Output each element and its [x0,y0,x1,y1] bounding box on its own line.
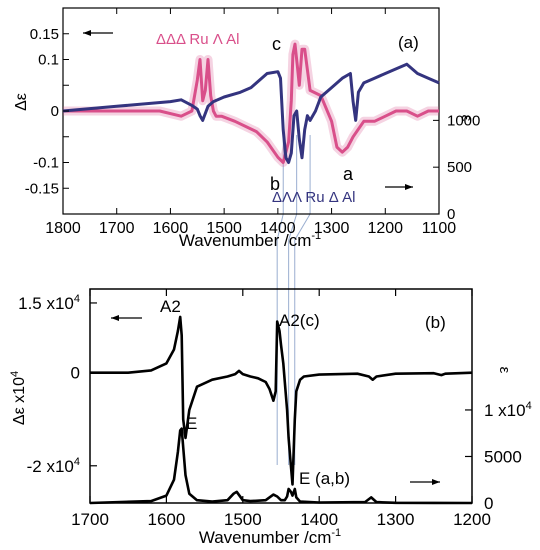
panel-a-x-label: Wavenumber /cm-1 [179,230,321,250]
panel-b-y-label-right: ε [496,367,513,374]
panel-a-x-ticks: 1800 1700 1600 1500 1400 1300 1200 1100 [45,8,456,237]
panel-b-x-ticks: 1700 1600 1500 1400 1300 1200 [71,289,491,529]
panel-a-x-tick-label: 1400 [260,220,296,237]
panel-a-x-tick-label: 1200 [367,220,403,237]
panel-a-x-tick-label: 1700 [99,220,135,237]
left-axis-arrow-b [111,315,142,321]
absorbance-series-line [89,427,473,505]
annotation-Eab: E (a,b) [299,469,350,488]
pink-series-line [63,42,439,164]
panel-b-x-tick-label: 1600 [147,510,185,529]
panel-b-y-tick-label-right: 5000 [484,447,522,466]
panel-b-x-tick-label: 1500 [224,510,262,529]
panel-a-y-tick-label-left: 0.1 [38,52,59,69]
blue-series-line [62,62,440,164]
guide-line-connector [276,213,284,241]
panel-b-x-label: Wavenumber /cm-1 [199,527,341,547]
panel-b-x-label-text: Wavenumber /cm [199,528,332,547]
panel-b-x-label-sup: -1 [331,527,341,539]
annotation-a: a [343,164,354,184]
panel-a-y-tick-label-right: 0 [447,206,455,223]
panel-b-x-tick-label: 1700 [71,510,109,529]
blue-series-label: ΔΛΛ Ru Δ Al [272,189,355,206]
panel-a-y-ticks-left: 0.15 0.1 0 -0.1 -0.15 [25,26,69,197]
panel-a: 1800 1700 1600 1500 1400 1300 1200 1100 0.150.1… [13,7,480,250]
panel-b-x-tick-label: 1300 [377,510,415,529]
pink-series-label: ΔΔΔ Ru Λ Al [156,31,239,48]
panel-b-frame [89,288,473,504]
annotation-A2c: A2(c) [279,311,320,330]
annotation-c: c [272,34,281,54]
panel-b-x-tick-label: 1400 [300,510,338,529]
panel-a-y-tick-label-right: 1000 [447,112,480,129]
panel-a-y-ticks-right: 1000 500 0 [433,112,480,223]
panel-b: 1700 1600 1500 1400 1300 1200 1.5 x104 0 -2 x10… [9,288,532,547]
panel-a-y-label-left: Δε [13,93,30,111]
panel-a-y-tick-label-left: 0 [51,103,59,120]
cd-series-line [90,315,473,486]
panel-b-x-tick-label: 1200 [453,510,491,529]
correlation-guide-lines [276,135,311,465]
pink-series-halo [63,39,439,167]
panel-b-y-tick-label-left: -2 x104 [27,456,80,476]
panel-b-y-tick-label-left: 0 [71,364,80,383]
panel-b-y-tick-label-right: 0 [484,494,493,513]
panel-a-y-label-right: ε [458,115,475,122]
annotation-E: E [186,414,197,433]
panel-b-y-label-left-text: Δε x10 [11,377,28,425]
panel-a-x-tick-label: 1300 [314,220,350,237]
panel-b-y-label-left: Δε x104 [9,371,28,425]
panel-a-y-tick-label-left: -0.1 [33,155,59,172]
panel-a-y-tick-label-left: 0.15 [30,26,59,43]
panel-a-y-tick-label-right: 500 [447,159,472,176]
panel-b-y-label-left-sup: 4 [9,371,21,377]
panel-a-label: (a) [398,33,419,52]
panel-a-x-tick-label: 1800 [45,220,81,237]
panel-a-x-label-sup: -1 [311,230,321,242]
panel-b-y-ticks-right: 1 x104 5000 0 [465,400,532,513]
guide-line-connector [294,213,311,241]
annotation-b: b [270,174,280,194]
panel-b-y-tick-label-right: 1 x104 [484,400,532,420]
right-axis-arrow-b [410,479,440,485]
panel-a-x-tick-label: 1500 [206,220,242,237]
guide-line-connector [288,213,298,241]
panel-a-x-tick-label: 1100 [422,220,457,237]
panel-a-y-tick-label-left: -0.15 [25,180,59,197]
annotation-A2: A2 [160,297,181,316]
panel-a-x-label-text: Wavenumber /cm [179,231,312,250]
left-axis-arrow-a [83,30,113,36]
panel-b-series [89,315,473,505]
panel-b-y-tick-label-left: 1.5 x104 [18,293,80,313]
right-axis-arrow-a [385,184,413,190]
panel-b-y-ticks-left: 1.5 x104 0 -2 x104 [18,293,97,476]
panel-a-series [62,39,440,167]
panel-a-x-tick-label: 1600 [153,220,189,237]
panel-b-label: (b) [425,313,446,332]
